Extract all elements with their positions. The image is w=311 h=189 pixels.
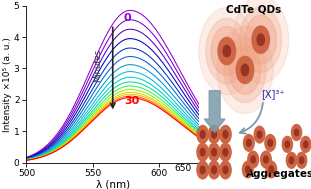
- Circle shape: [208, 143, 220, 161]
- Circle shape: [246, 166, 250, 173]
- Circle shape: [301, 136, 311, 152]
- Circle shape: [212, 148, 216, 156]
- Circle shape: [240, 7, 282, 72]
- Circle shape: [199, 8, 255, 94]
- Circle shape: [261, 151, 271, 168]
- Text: [X]³⁺: [X]³⁺: [261, 90, 284, 99]
- Circle shape: [223, 166, 228, 174]
- Text: Aggregates: Aggregates: [246, 169, 311, 179]
- Circle shape: [220, 125, 231, 143]
- Circle shape: [266, 161, 276, 178]
- Circle shape: [265, 135, 276, 151]
- FancyArrow shape: [204, 91, 225, 132]
- Circle shape: [248, 151, 258, 168]
- Text: Minutes: Minutes: [93, 49, 102, 82]
- Circle shape: [200, 131, 205, 138]
- Circle shape: [304, 141, 308, 148]
- Circle shape: [243, 161, 253, 178]
- Circle shape: [197, 161, 208, 179]
- Circle shape: [252, 26, 269, 53]
- Text: 30: 30: [124, 96, 139, 106]
- Circle shape: [208, 161, 220, 179]
- Circle shape: [244, 135, 254, 151]
- Circle shape: [224, 37, 266, 103]
- Circle shape: [254, 126, 265, 143]
- Circle shape: [229, 45, 261, 94]
- Y-axis label: Intensity ×10⁵ (a. u.): Intensity ×10⁵ (a. u.): [3, 37, 12, 132]
- Circle shape: [197, 125, 208, 143]
- Circle shape: [217, 26, 273, 113]
- Circle shape: [251, 156, 255, 163]
- Circle shape: [257, 131, 262, 138]
- Circle shape: [197, 143, 208, 161]
- Circle shape: [241, 64, 248, 76]
- Text: 0: 0: [124, 13, 132, 23]
- Circle shape: [257, 34, 264, 45]
- Circle shape: [282, 136, 292, 152]
- Circle shape: [223, 131, 228, 138]
- Circle shape: [208, 125, 220, 143]
- Circle shape: [233, 0, 289, 83]
- Circle shape: [223, 148, 228, 156]
- Circle shape: [206, 18, 248, 84]
- Text: CdTe QDs: CdTe QDs: [226, 5, 281, 15]
- Circle shape: [212, 166, 216, 174]
- Circle shape: [299, 157, 304, 164]
- Circle shape: [220, 161, 231, 179]
- Circle shape: [291, 125, 302, 140]
- Circle shape: [289, 157, 294, 164]
- X-axis label: λ (nm): λ (nm): [96, 180, 130, 189]
- Circle shape: [211, 26, 243, 76]
- Circle shape: [268, 139, 272, 146]
- Circle shape: [296, 152, 307, 168]
- Circle shape: [247, 139, 251, 146]
- Circle shape: [245, 15, 276, 64]
- Circle shape: [200, 148, 205, 156]
- Circle shape: [212, 131, 216, 138]
- Circle shape: [286, 152, 296, 168]
- Circle shape: [264, 156, 268, 163]
- Circle shape: [223, 45, 230, 57]
- Circle shape: [285, 141, 290, 148]
- Circle shape: [295, 129, 299, 136]
- Circle shape: [236, 56, 254, 84]
- Circle shape: [269, 166, 273, 173]
- Text: 650: 650: [174, 164, 192, 173]
- Circle shape: [200, 166, 205, 174]
- Circle shape: [220, 143, 231, 161]
- Circle shape: [218, 37, 235, 65]
